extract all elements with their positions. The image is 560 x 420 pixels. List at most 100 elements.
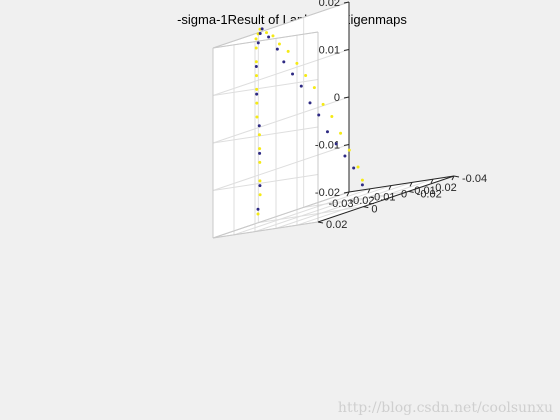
data-point — [360, 178, 364, 182]
data-point — [254, 65, 258, 69]
x-tick-label: -0.01 — [370, 192, 395, 204]
floor — [213, 176, 454, 238]
data-point — [282, 60, 286, 64]
data-point — [254, 46, 258, 50]
data-point — [312, 86, 316, 90]
data-point — [260, 27, 264, 31]
axes-box — [212, 1, 455, 239]
data-point — [254, 60, 258, 64]
y-tick-label: 0.02 — [326, 219, 347, 231]
data-point — [258, 147, 262, 151]
z-tick-label: -0.02 — [315, 187, 340, 199]
data-point — [339, 131, 343, 135]
data-point — [325, 130, 329, 134]
box-edge — [212, 31, 319, 49]
y-axis-line — [317, 175, 455, 223]
grid-line-y-floor — [303, 190, 409, 208]
data-point — [257, 133, 261, 137]
grid-line-y-floor — [258, 206, 364, 224]
data-point — [360, 183, 364, 187]
z-tick-mark — [343, 144, 350, 146]
tick-labels: -0.03-0.02-0.01 0 0.01 0.02-0.04-0.0200.02-… — [315, 0, 487, 231]
data-point — [286, 49, 290, 53]
box-edge — [212, 1, 350, 49]
data-point — [258, 193, 262, 197]
grid-line-z-left — [212, 96, 350, 144]
y-tick-mark — [453, 175, 460, 178]
z-tick-mark — [343, 49, 350, 51]
z-tick-mark — [343, 1, 350, 4]
x-tick-mark — [388, 185, 392, 190]
data-point — [258, 179, 262, 183]
z-tick-mark — [343, 96, 350, 99]
data-point — [317, 113, 321, 117]
data-point — [255, 101, 259, 105]
data-point — [258, 32, 262, 36]
data-point — [304, 73, 308, 77]
x-tick-label: 0.01 — [414, 185, 435, 197]
data-point — [258, 184, 262, 188]
z-tick-label: 0.01 — [319, 45, 340, 57]
chart-title: -sigma-1Result of Laplacian Eigenmaps — [177, 12, 407, 27]
y-tick-label: 0 — [371, 204, 377, 216]
watermark: http://blog.csdn.net/coolsunxu — [338, 400, 553, 416]
z-tick-label: -0.01 — [315, 140, 340, 152]
x-tick-mark — [430, 178, 434, 184]
data-point — [277, 42, 281, 46]
scatter-points — [254, 27, 364, 216]
data-point — [258, 151, 262, 155]
data-point — [291, 72, 295, 76]
data-point — [258, 160, 262, 164]
data-point — [334, 142, 338, 146]
data-point — [275, 47, 279, 51]
x-tick-mark — [409, 182, 413, 187]
data-point — [295, 61, 299, 65]
data-point — [255, 92, 259, 96]
data-point — [257, 124, 261, 128]
data-point — [356, 165, 360, 169]
x-tick-label: -0.02 — [349, 195, 374, 207]
box-edge — [212, 191, 350, 239]
x-tick-mark — [346, 191, 350, 197]
data-point — [330, 114, 334, 118]
box-edge — [212, 221, 319, 239]
data-point — [347, 148, 351, 152]
grid-line-z-right — [212, 79, 319, 96]
grid-line-z-left — [212, 49, 350, 96]
data-point — [256, 41, 260, 45]
data-point — [254, 37, 258, 41]
grid-line-x-floor — [296, 178, 434, 226]
y-tick-mark — [363, 206, 369, 209]
data-point — [343, 154, 347, 158]
x-tick-mark — [451, 175, 455, 181]
data-point — [299, 84, 303, 88]
grid-line-x-floor — [275, 181, 413, 229]
data-point — [321, 102, 325, 106]
data-point — [271, 34, 275, 38]
z-tick-label: 0.02 — [319, 0, 340, 9]
data-point — [255, 74, 258, 78]
y-tick-mark — [317, 221, 324, 224]
grid-line-z-right — [212, 126, 319, 144]
grid-line-x-floor — [233, 188, 371, 236]
data-point — [308, 101, 312, 105]
z-tick-mark — [343, 191, 350, 194]
x-axis-line — [348, 175, 455, 193]
y-tick-label: -0.04 — [462, 173, 487, 185]
data-point — [256, 207, 260, 211]
data-point — [265, 31, 268, 35]
grid-line-z-left — [212, 144, 350, 191]
data-point — [267, 35, 271, 39]
y-tick-mark — [408, 190, 414, 193]
z-tick-label: 0 — [334, 92, 340, 104]
x-tick-label: 0.02 — [435, 182, 456, 194]
data-point — [255, 115, 259, 119]
grid-line-x-floor — [254, 185, 392, 233]
y-tick-label: -0.02 — [417, 188, 442, 200]
data-point — [256, 212, 260, 216]
x-tick-label: 0 — [401, 188, 407, 200]
x-tick-label: -0.03 — [328, 198, 353, 210]
data-point — [255, 87, 259, 91]
data-point — [352, 166, 356, 170]
